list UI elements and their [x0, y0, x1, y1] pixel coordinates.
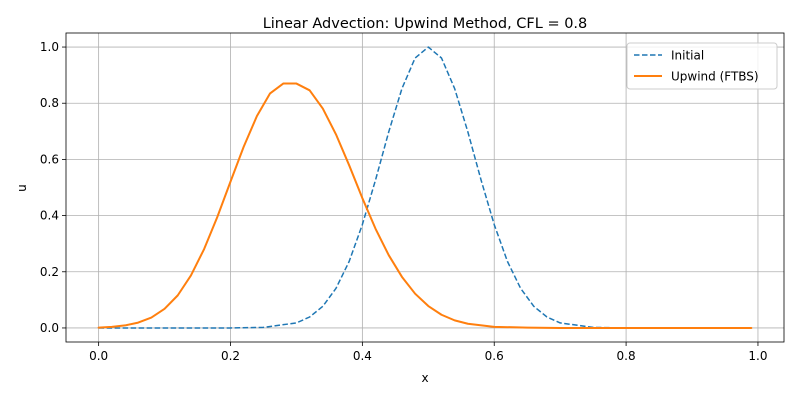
legend: Initial Upwind (FTBS)	[626, 42, 778, 90]
chart-title: Linear Advection: Upwind Method, CFL = 0…	[263, 16, 588, 32]
series-line-upwind	[97, 82, 753, 329]
x-tick-label: 0.2	[221, 349, 240, 363]
legend-box	[626, 42, 778, 90]
y-tick-label: 0.4	[40, 209, 59, 223]
y-tick-label: 0.2	[40, 265, 59, 279]
x-tick-label: 1.0	[748, 349, 767, 363]
x-tick-label: 0.4	[353, 349, 372, 363]
y-tick-label: 0.0	[40, 321, 59, 335]
x-tick-label: 0.6	[485, 349, 504, 363]
legend-label-upwind: Upwind (FTBS)	[671, 70, 759, 84]
legend-label-initial: Initial	[671, 49, 704, 63]
x-axis: 0.0 0.2 0.4 0.6 0.8 1.0	[89, 342, 768, 363]
x-tick-label: 0.8	[617, 349, 636, 363]
y-tick-label: 0.8	[40, 96, 59, 110]
x-tick-label: 0.0	[89, 349, 108, 363]
y-axis: 0.0 0.2 0.4 0.6 0.8 1.0	[40, 40, 66, 335]
y-tick-label: 0.6	[40, 152, 59, 166]
y-tick-label: 1.0	[40, 40, 59, 54]
series-layer	[97, 46, 753, 329]
y-axis-label: u	[15, 184, 29, 192]
series-line-initial	[98, 46, 752, 329]
x-axis-label: x	[421, 371, 428, 385]
plot-frame	[65, 32, 785, 343]
